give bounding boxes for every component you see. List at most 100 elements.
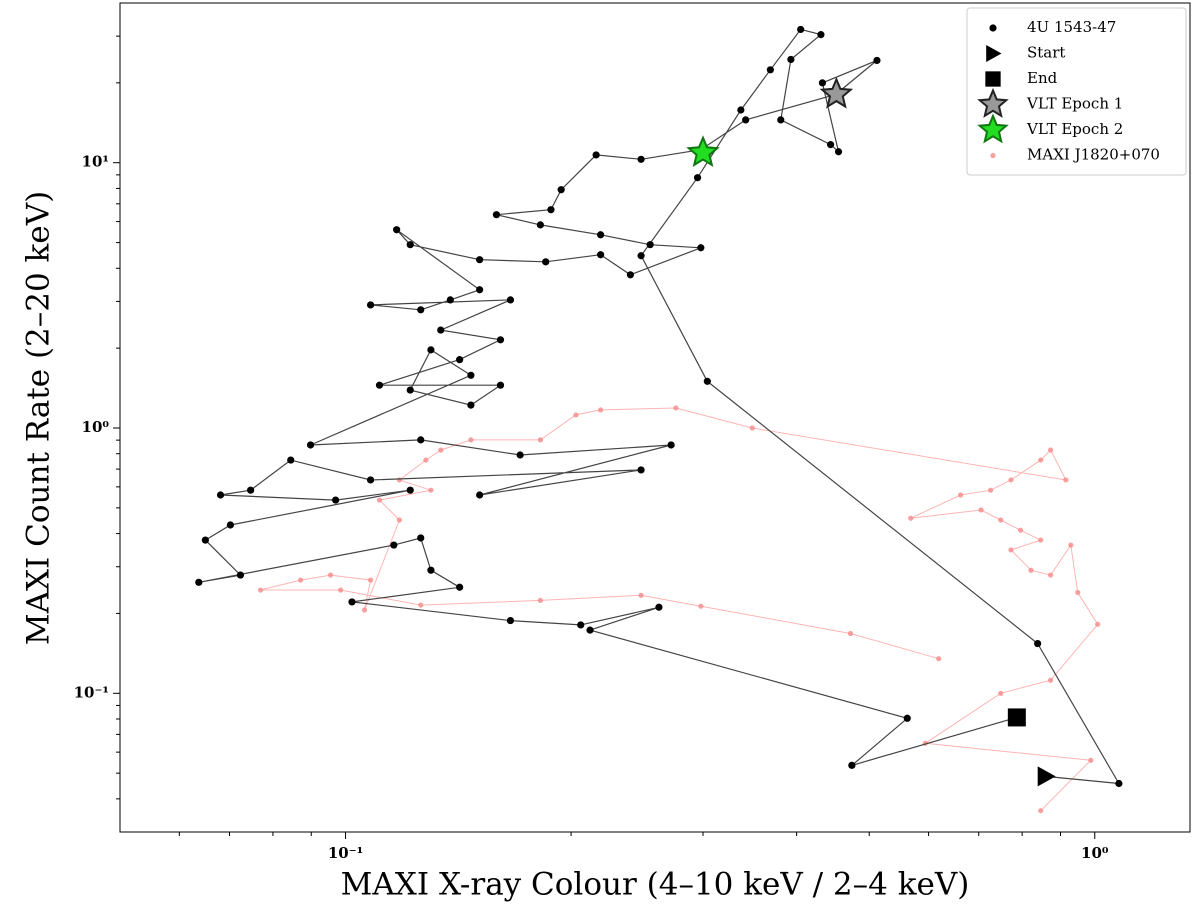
point	[332, 496, 340, 504]
point	[396, 477, 402, 483]
point	[446, 296, 454, 304]
point	[216, 491, 225, 499]
point	[655, 603, 663, 611]
point	[427, 346, 435, 354]
start-marker	[1037, 766, 1056, 787]
point	[957, 492, 964, 498]
point	[873, 56, 881, 65]
point	[366, 476, 375, 484]
point	[396, 517, 402, 523]
point	[1088, 757, 1094, 763]
point	[476, 491, 484, 499]
point	[826, 141, 835, 149]
point	[848, 761, 856, 769]
point	[987, 487, 994, 493]
point	[998, 690, 1004, 696]
point	[1038, 457, 1044, 463]
point	[777, 116, 785, 124]
point	[1034, 639, 1042, 648]
point	[536, 221, 544, 229]
point	[438, 447, 444, 453]
point	[990, 152, 996, 159]
point	[348, 598, 356, 606]
point	[456, 356, 464, 364]
point	[537, 437, 543, 443]
point	[638, 592, 644, 598]
point	[1115, 779, 1123, 788]
point	[476, 256, 484, 264]
point	[456, 583, 464, 591]
point	[428, 487, 434, 493]
legend-label: 4U 1543-47	[1027, 18, 1116, 36]
point	[1008, 547, 1014, 553]
point	[298, 577, 304, 583]
point	[1047, 572, 1054, 578]
point	[667, 441, 675, 449]
point	[698, 603, 704, 609]
point	[1038, 537, 1044, 543]
point	[817, 31, 825, 39]
y-tick-label: 10⁰	[82, 418, 110, 436]
plot-frame	[119, 2, 1191, 833]
legend-label: End	[1027, 69, 1058, 87]
point	[542, 258, 550, 266]
point	[226, 521, 235, 529]
point	[592, 151, 600, 159]
star-marker	[977, 87, 1009, 118]
legend-label: VLT Epoch 2	[1026, 120, 1123, 138]
point	[697, 244, 705, 252]
point	[1047, 447, 1054, 453]
point	[393, 226, 401, 234]
point	[797, 25, 805, 34]
point	[406, 386, 414, 394]
point	[637, 252, 645, 260]
x-tick-label: 10⁻¹	[328, 844, 363, 862]
point	[597, 251, 605, 259]
point	[597, 231, 605, 239]
point	[1047, 677, 1054, 683]
point	[637, 155, 645, 163]
point	[573, 412, 579, 418]
point	[195, 578, 203, 586]
point	[367, 577, 374, 583]
point	[703, 377, 711, 385]
point	[423, 457, 429, 463]
legend-label: MAXI J1820+070	[1027, 146, 1160, 164]
series-line	[260, 407, 1099, 812]
legend-label: Start	[1027, 44, 1065, 62]
end-marker	[985, 71, 1001, 87]
point	[247, 486, 255, 494]
point	[547, 206, 555, 214]
point	[847, 630, 854, 637]
point	[646, 241, 654, 249]
point	[903, 714, 911, 722]
point	[375, 381, 384, 389]
point	[390, 541, 398, 549]
point	[936, 656, 942, 662]
point	[506, 296, 515, 304]
point	[236, 571, 245, 579]
point	[361, 607, 368, 613]
point	[366, 301, 375, 309]
point	[1017, 527, 1024, 533]
x-axis-label: MAXI X-ray Colour (4–10 keV / 2–4 keV)	[341, 867, 970, 903]
point	[1095, 621, 1101, 627]
y-tick-label: 10⁻¹	[74, 683, 109, 701]
point	[1068, 542, 1074, 548]
star-marker	[686, 135, 720, 168]
point	[418, 602, 424, 608]
point	[468, 437, 474, 443]
point	[257, 587, 264, 593]
legend-label: VLT Epoch 1	[1026, 95, 1123, 113]
start-marker	[986, 45, 1002, 62]
point	[978, 507, 984, 513]
point	[417, 436, 425, 444]
point	[586, 626, 594, 634]
point	[496, 381, 505, 389]
point	[577, 621, 585, 629]
point	[476, 286, 484, 294]
point	[1028, 567, 1034, 573]
point	[467, 371, 475, 379]
y-tick-label: 10¹	[82, 153, 109, 171]
point	[742, 116, 750, 124]
